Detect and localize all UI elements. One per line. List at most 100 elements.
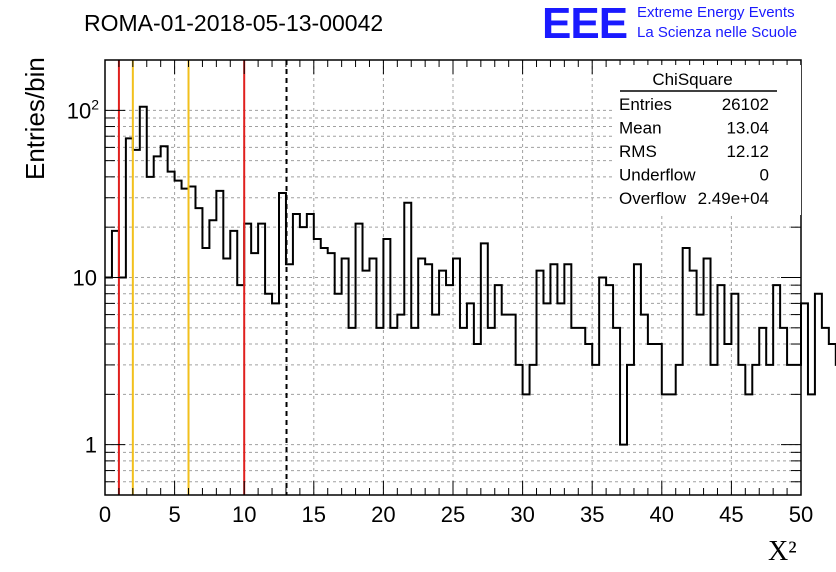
histogram-bin: [627, 365, 634, 495]
histogram-bin: [648, 344, 655, 495]
histogram-bin: [481, 243, 488, 495]
histogram-bin: [390, 328, 397, 495]
histogram-bin: [251, 253, 258, 495]
histogram-bin: [175, 181, 182, 495]
histogram-bin: [342, 258, 349, 495]
x-tick-label: 40: [650, 502, 674, 527]
histogram-bin: [564, 264, 571, 495]
histogram-bin: [787, 365, 794, 495]
histogram-bin: [258, 224, 265, 495]
histogram-bin: [244, 224, 251, 495]
histogram-bin: [383, 239, 390, 495]
histogram-bin: [189, 187, 196, 495]
histogram-bin: [662, 394, 669, 495]
histogram-bin: [112, 231, 119, 495]
histogram-bin: [182, 189, 189, 495]
histogram-bin: [314, 239, 321, 495]
histogram-bin: [585, 344, 592, 495]
x-axis-label: X²: [768, 536, 797, 567]
histogram-bin: [731, 294, 738, 495]
y-tick-label: 102: [67, 96, 99, 123]
histogram-bin: [446, 285, 453, 495]
x-tick-label: 5: [168, 502, 180, 527]
x-tick-label: 20: [371, 502, 395, 527]
histogram-bin: [126, 138, 133, 495]
histogram-bin: [655, 344, 662, 495]
histogram-bin: [105, 278, 112, 496]
histogram-bin: [808, 394, 815, 495]
histogram-bin: [439, 271, 446, 495]
histogram-bin: [780, 328, 787, 495]
stats-box: ChiSquare Entries 26102 Mean 13.04 RMS 12.12 Un…: [612, 65, 801, 215]
histogram-bin: [404, 203, 411, 495]
histogram-bin: [147, 177, 154, 495]
histogram-bin: [133, 150, 140, 495]
histogram-bin: [418, 258, 425, 495]
histogram-bin: [516, 365, 523, 495]
x-tick-label: 0: [99, 502, 111, 527]
histogram-bin: [230, 231, 237, 495]
histogram-bin: [467, 303, 474, 495]
histogram-bin: [697, 315, 704, 495]
histogram-bin: [209, 220, 216, 495]
histogram-bin: [279, 193, 286, 495]
stats-box-bg: [612, 65, 801, 215]
histogram-bin: [530, 365, 537, 495]
histogram-bin: [161, 146, 168, 495]
histogram-bin: [356, 224, 363, 495]
histogram-bin: [119, 278, 126, 496]
x-tick-label: 10: [232, 502, 256, 527]
chart-title: ROMA-01-2018-05-13-00042: [84, 10, 384, 36]
stats-value: 26102: [722, 95, 769, 114]
histogram-bin: [620, 445, 627, 495]
stats-title: ChiSquare: [652, 70, 732, 89]
histogram-bin: [592, 365, 599, 495]
x-tick-label: 45: [719, 502, 743, 527]
stats-label: Underflow: [619, 166, 696, 185]
histogram-bin: [335, 294, 342, 495]
logo-tagline-1: Extreme Energy Events: [637, 4, 795, 21]
histogram-bin: [502, 315, 509, 495]
x-tick-label: 15: [302, 502, 326, 527]
histogram-bin: [216, 191, 223, 495]
eee-logo: EEE: [542, 0, 628, 48]
histogram-bin: [265, 294, 272, 495]
histogram-bin: [815, 294, 822, 495]
stats-label: RMS: [619, 142, 657, 161]
histogram-bin: [683, 248, 690, 495]
histogram-bin: [711, 365, 718, 495]
histogram-bin: [488, 328, 495, 495]
histogram-bin: [425, 264, 432, 495]
histogram-outline: [105, 105, 836, 446]
x-tick-label: 30: [510, 502, 534, 527]
histogram-bin: [578, 328, 585, 495]
histogram-bin: [759, 328, 766, 495]
histogram-bin: [453, 258, 460, 495]
histogram-bin: [613, 328, 620, 495]
histogram-bin: [349, 328, 356, 495]
stats-label: Overflow: [619, 189, 687, 208]
histogram-bin: [822, 328, 829, 495]
histogram-bin: [223, 258, 230, 495]
histogram-bin: [369, 258, 376, 495]
histogram-bin: [474, 344, 481, 495]
histogram-bin: [237, 285, 244, 495]
histogram-bin: [641, 315, 648, 495]
histogram-bin: [495, 285, 502, 495]
x-tick-label: 25: [441, 502, 465, 527]
x-tick-label: 50: [789, 502, 813, 527]
histogram-bin: [704, 258, 711, 495]
histogram-bin: [669, 394, 676, 495]
histogram-bin: [794, 365, 801, 495]
histogram-bin: [523, 394, 530, 495]
histogram-bin: [634, 264, 641, 495]
histogram-bin: [801, 303, 808, 495]
histogram-bin: [168, 172, 175, 495]
histogram-bin: [773, 285, 780, 495]
histogram-bin: [432, 315, 439, 495]
histogram-bin: [724, 344, 731, 495]
stats-value: 12.12: [726, 142, 769, 161]
histogram-bin: [376, 328, 383, 495]
histogram-bin: [676, 365, 683, 495]
